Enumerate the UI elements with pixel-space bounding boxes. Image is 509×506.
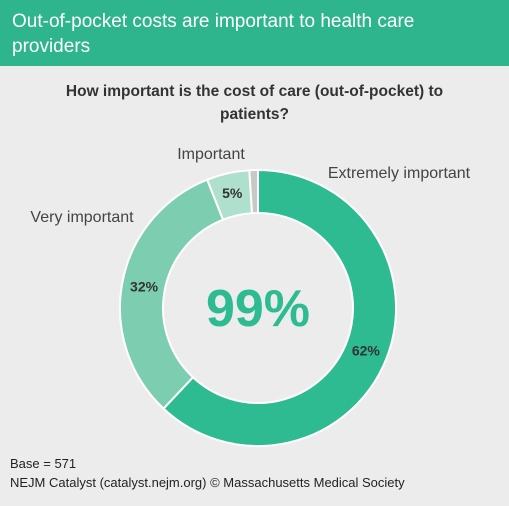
slice-value-label: 32% bbox=[130, 278, 159, 294]
chart-subtitle: How important is the cost of care (out-o… bbox=[65, 83, 444, 123]
slice-category-label: Extremely important bbox=[328, 165, 471, 182]
slice-value-label: 62% bbox=[352, 343, 381, 359]
source-credit: NEJM Catalyst (catalyst.nejm.org) © Mass… bbox=[10, 475, 405, 490]
center-total-label: 99% bbox=[206, 280, 310, 338]
base-note: Base = 571 bbox=[10, 456, 77, 471]
slice-extremely-important bbox=[162, 168, 397, 447]
chart-title: Out-of-pocket costs are important to hea… bbox=[12, 11, 415, 57]
chart-header: Out-of-pocket costs are important to hea… bbox=[0, 0, 509, 66]
slice-other bbox=[248, 168, 259, 215]
slice-category-label: Important bbox=[177, 146, 245, 163]
slice-category-label: Very important bbox=[30, 209, 134, 226]
slice-value-label: 5% bbox=[222, 185, 243, 201]
chart-footer: Base = 571 NEJM Catalyst (catalyst.nejm.… bbox=[10, 454, 405, 492]
slice-very-important bbox=[119, 178, 225, 411]
